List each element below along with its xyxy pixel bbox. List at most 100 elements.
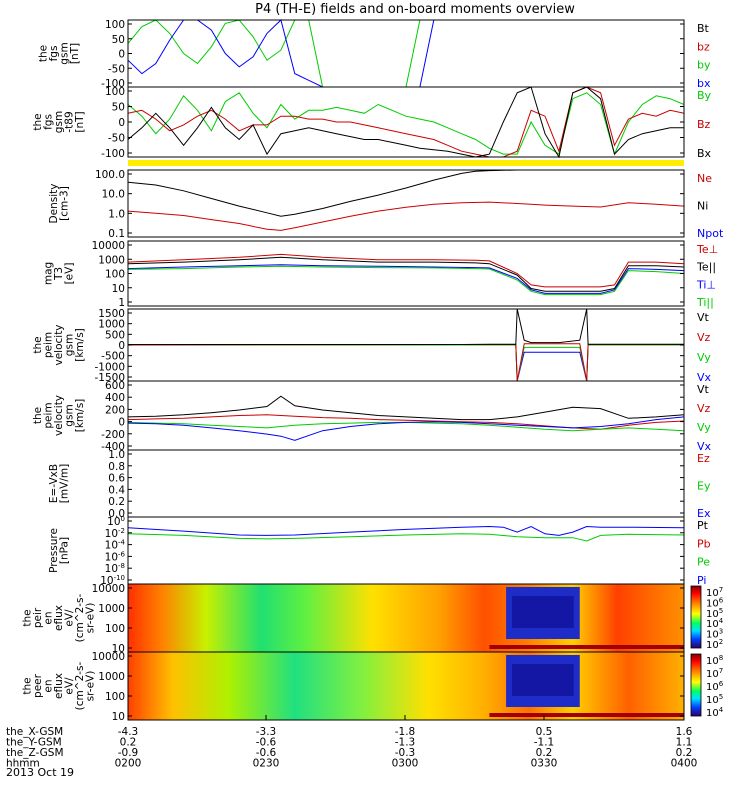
y-tick-label: 0.4 bbox=[108, 484, 125, 496]
colorbar-tick-label: 107 bbox=[706, 667, 723, 680]
chart-panel-8: 10010-210-410-610-810-10Pressure[nPa]PtP… bbox=[48, 515, 711, 587]
series-line-Vz bbox=[127, 414, 685, 430]
spectrogram-low-energy-band bbox=[489, 713, 684, 717]
colorbar-tick-label: 106 bbox=[706, 680, 724, 693]
y-tick-label: 100 bbox=[105, 86, 125, 98]
orbit-value: -0.3 bbox=[395, 747, 416, 759]
orbit-value: 1.1 bbox=[676, 737, 693, 749]
y-axis-label: thepeimvelocitygsm[km/s] bbox=[32, 395, 86, 436]
legend-entry: Pb bbox=[697, 537, 711, 550]
orbit-value: -0.9 bbox=[118, 747, 139, 759]
y-tick-label: 600 bbox=[105, 380, 125, 392]
series-line-bx bbox=[127, 19, 448, 88]
y-tick-label: -1500 bbox=[94, 372, 125, 384]
chart-panel-7: 1.00.80.60.40.20.0 E=-VxB[mV/m] Ez Ey Ex bbox=[48, 449, 711, 520]
legend-entry: Ti|| bbox=[696, 296, 714, 309]
y-tick-label: -50 bbox=[108, 133, 125, 145]
y-axis-label: magT3[eV] bbox=[43, 262, 76, 285]
orbit-value: 0.2 bbox=[120, 737, 137, 749]
series-line-Pe bbox=[127, 533, 685, 542]
legend-entry: Ti⊥ bbox=[696, 278, 716, 291]
panel-frame bbox=[127, 86, 685, 158]
orbit-value: -1.8 bbox=[395, 726, 416, 738]
series-line-Te⊥ bbox=[127, 253, 685, 288]
orbit-value: 0330 bbox=[531, 758, 558, 770]
orbit-value: 0230 bbox=[253, 758, 280, 770]
y-tick-label: 10000 bbox=[92, 651, 125, 663]
y-tick-label: -400 bbox=[101, 441, 125, 453]
legend: Pt Pb Pe Pi bbox=[697, 519, 711, 587]
y-tick-label: 0.8 bbox=[108, 461, 125, 473]
chart-panel-2: 100 50 0 -50 -100 thefgsgsm-t89[nT] By Bz Bx bbox=[32, 86, 712, 160]
y-tick-label: 10000 bbox=[92, 240, 125, 252]
y-tick-label: 0 bbox=[118, 417, 125, 429]
spectrogram-dropout-core bbox=[512, 664, 574, 696]
orbit-value: -3.3 bbox=[256, 726, 277, 738]
series-line-Vy bbox=[128, 344, 684, 382]
panel-frame bbox=[127, 651, 685, 721]
chart-panel-4: 10000 1000 100 10 1 magT3[eV] Te⊥ Te|| Ti⊥ Ti|| bbox=[43, 240, 719, 309]
y-tick-label: 0 bbox=[118, 340, 125, 352]
y-tick-label: 100.0 bbox=[95, 169, 125, 181]
orbit-value: -0.6 bbox=[256, 737, 277, 749]
legend: Te⊥ Te|| Ti⊥ Ti|| bbox=[696, 243, 718, 309]
series-line-Ti⊥ bbox=[127, 264, 685, 294]
colorbar-tick-label: 105 bbox=[706, 693, 723, 706]
series-line-Vz bbox=[127, 343, 684, 382]
y-tick-label: 1000 bbox=[98, 254, 125, 266]
legend-entry: Vx bbox=[697, 371, 712, 384]
y-axis-label: Pressure[nPa] bbox=[48, 528, 71, 573]
orbit-row-label: the_X-GSM bbox=[6, 726, 63, 738]
legend-entry: Bt bbox=[697, 22, 710, 35]
y-tick-label: 400 bbox=[105, 392, 125, 404]
y-tick-label: -100 bbox=[101, 78, 125, 90]
series-line-Te|| bbox=[127, 256, 685, 292]
y-tick-label: 0.1 bbox=[108, 228, 125, 240]
series-line-Bz bbox=[127, 86, 685, 158]
legend-entry: Te⊥ bbox=[696, 243, 718, 256]
spectrogram-low-energy-band bbox=[489, 645, 684, 649]
y-tick-label: 10 bbox=[112, 643, 125, 655]
legend-entry: Vy bbox=[697, 351, 711, 364]
y-tick-label: 10.0 bbox=[102, 189, 125, 201]
orbit-value: 0300 bbox=[392, 758, 419, 770]
legend-entry: bx bbox=[697, 77, 711, 90]
y-tick-label: 50 bbox=[112, 102, 125, 114]
legend-entry: Pi bbox=[697, 574, 706, 587]
legend: Vt Vz Vy Vx bbox=[697, 311, 712, 384]
y-tick-label: 0 bbox=[118, 49, 125, 61]
legend-entry: by bbox=[697, 59, 711, 72]
colorbar-tick-label: 102 bbox=[706, 638, 723, 651]
y-tick-label: 100 bbox=[105, 269, 125, 281]
y-tick-label: 10 bbox=[112, 283, 125, 295]
orbit-value: -4.3 bbox=[118, 726, 139, 738]
series-line-Vt bbox=[127, 395, 685, 421]
spectrogram-dropout-core bbox=[512, 596, 574, 628]
legend: Ez Ey Ex bbox=[697, 452, 711, 520]
series-line-Vx bbox=[128, 344, 684, 382]
legend-entry: Ex bbox=[697, 507, 711, 520]
spectrogram-image bbox=[128, 652, 684, 720]
y-axis-label: E=-VxB[mV/m] bbox=[48, 464, 71, 503]
y-tick-label: 100 bbox=[105, 623, 125, 635]
y-axis-label: thepeimvelocitygsm[km/s] bbox=[32, 324, 86, 365]
y-tick-label: 200 bbox=[105, 404, 125, 416]
legend-entry: Bz bbox=[697, 118, 711, 131]
chart-panel-1: 100 50 0 -50 -100 thefgsgsm[nT] Bt bz by bx bbox=[37, 19, 711, 90]
y-tick-label: 0 bbox=[118, 117, 125, 129]
y-axis-label: thepeirenefluxeV/(cm^2-s-sr-eV) bbox=[22, 593, 97, 642]
legend-entry: Ni bbox=[697, 200, 708, 213]
y-tick-label: 0.0 bbox=[108, 508, 125, 520]
series-line-Ne bbox=[127, 201, 685, 231]
series-line-Pi bbox=[127, 525, 685, 536]
y-tick-label: 1000 bbox=[98, 603, 125, 615]
legend-entry: Pe bbox=[697, 556, 710, 569]
orbit-value: -0.6 bbox=[256, 747, 277, 759]
y-tick-label: 1500 bbox=[98, 308, 125, 320]
orbit-row-label: the_Z-GSM bbox=[6, 747, 64, 759]
